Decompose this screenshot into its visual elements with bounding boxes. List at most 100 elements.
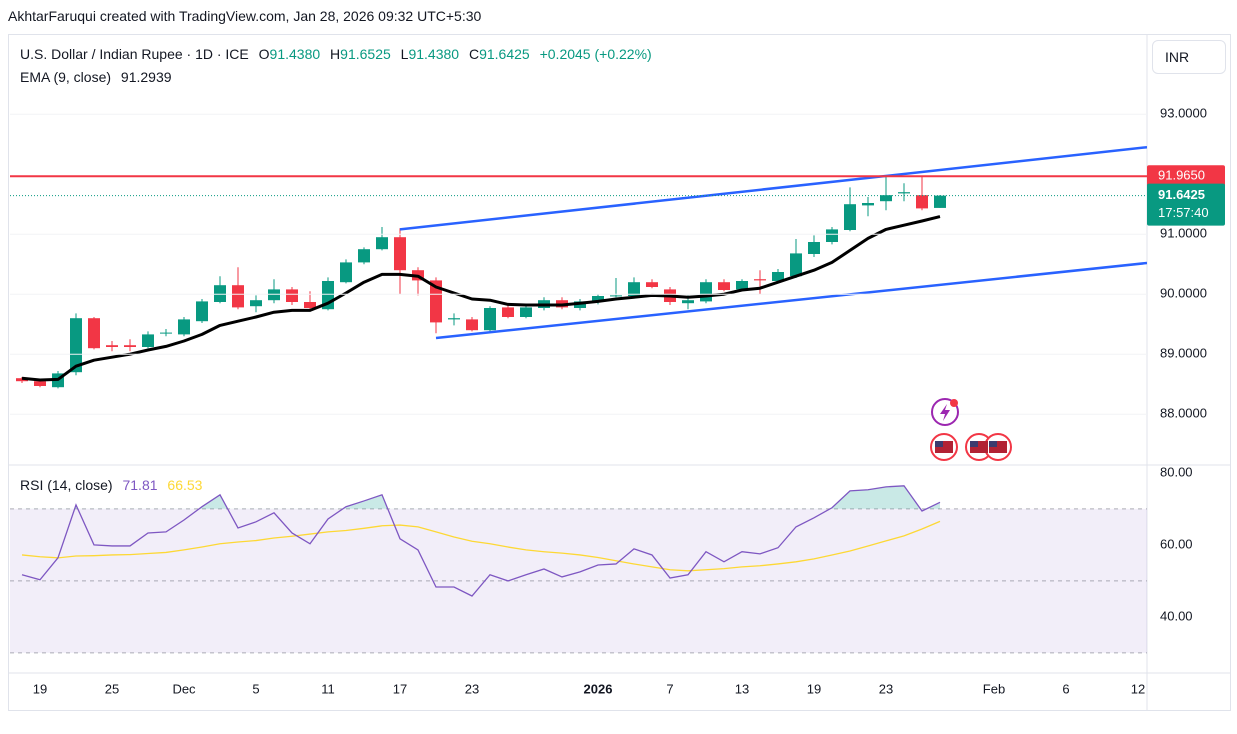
- rsi-line: [21, 485, 941, 597]
- rsi-ma-value: 66.53: [167, 477, 203, 493]
- x-tick-label: Dec: [172, 681, 196, 696]
- candle-body: [826, 229, 838, 242]
- currency-button[interactable]: INR: [1152, 40, 1226, 74]
- candle-body: [376, 237, 388, 250]
- event-icons: [930, 398, 1012, 461]
- x-tick-label: 19: [807, 681, 821, 696]
- candle-body: [178, 319, 190, 335]
- ohlc-key: O: [258, 46, 270, 62]
- candle-body: [790, 253, 802, 277]
- candle-body: [484, 308, 496, 331]
- candle-body: [340, 262, 352, 283]
- candle-body: [808, 242, 820, 254]
- candle-body: [934, 195, 946, 208]
- candle-body: [736, 281, 748, 290]
- price-label: 91.9650: [1158, 168, 1205, 183]
- rsi-legend: RSI (14, close) 71.81 66.53: [20, 477, 202, 493]
- x-tick-label: 2026: [584, 681, 613, 696]
- y-tick-label: 60.00: [1160, 536, 1193, 551]
- ohlc-value: 91.4380: [408, 46, 460, 62]
- candle-body: [160, 332, 172, 334]
- candle-body: [106, 345, 118, 347]
- x-tick-label: 6: [1062, 681, 1069, 696]
- candle-body: [520, 307, 532, 317]
- candle-body: [718, 282, 730, 290]
- rsi-pane: [10, 485, 1147, 654]
- attribution: AkhtarFaruqui created with TradingView.c…: [8, 8, 482, 24]
- candle-body: [610, 295, 622, 297]
- candle-body: [916, 195, 928, 209]
- x-tick-label: 25: [105, 681, 119, 696]
- candle-body: [88, 318, 100, 349]
- candle-body: [844, 204, 856, 230]
- candle-body: [286, 289, 298, 302]
- rsi-value: 71.81: [122, 477, 158, 493]
- ohlc-key: H: [330, 46, 341, 62]
- candle-body: [772, 272, 784, 281]
- candle-body: [880, 195, 892, 202]
- trend-line: [399, 145, 1147, 231]
- last-price-box: [1147, 183, 1225, 226]
- ema-label: EMA (9, close): [20, 69, 112, 85]
- flag-glyph: [970, 441, 978, 447]
- price-pane: [10, 145, 1147, 389]
- last-price-label: 91.6425: [1158, 187, 1205, 202]
- candle-body: [232, 285, 244, 308]
- candle-body: [250, 300, 262, 307]
- x-tick-label: 13: [735, 681, 749, 696]
- ohlc-value: 91.6525: [340, 46, 391, 62]
- candle-body: [394, 237, 406, 271]
- event-icon-glyph: [940, 404, 950, 421]
- candle-body: [466, 319, 478, 331]
- rsi-label: RSI (14, close): [20, 477, 113, 493]
- y-tick-label: 80.00: [1160, 464, 1193, 479]
- price-label-box: [1147, 165, 1225, 188]
- x-tick-label: 23: [879, 681, 893, 696]
- ohlc-value: 91.4380: [269, 46, 321, 62]
- candle-body: [70, 318, 82, 373]
- candle-body: [304, 302, 316, 308]
- candle-body: [592, 296, 604, 302]
- overbought-fill: [74, 485, 940, 509]
- chart-frame: [8, 34, 1231, 711]
- candle-body: [430, 280, 442, 323]
- axes: 88.0000 89.0000 90.0000 91.0000 93.0000 40.00…: [10, 106, 1225, 696]
- x-tick-label: 12: [1131, 681, 1145, 696]
- trend-line: [435, 261, 1147, 340]
- y-tick-label: 90.0000: [1160, 286, 1207, 301]
- candle-body: [898, 192, 910, 194]
- ema-line: [21, 215, 941, 382]
- candle-body: [628, 282, 640, 296]
- rsi-ma-line: [21, 520, 941, 572]
- y-tick-label: 93.0000: [1160, 106, 1207, 121]
- candle-body: [646, 282, 658, 287]
- candle-body: [214, 285, 226, 302]
- symbol-legend: U.S. Dollar / Indian Rupee · 1D · ICE O9…: [20, 46, 652, 62]
- ohlc-value: 91.6425: [479, 46, 530, 62]
- ohlc-key: C: [468, 46, 480, 62]
- y-tick-label: 91.0000: [1160, 226, 1207, 241]
- candle-body: [700, 282, 712, 302]
- candle-body: [358, 249, 370, 263]
- y-tick-label: 88.0000: [1160, 406, 1207, 421]
- ema-value: 91.2939: [120, 69, 172, 85]
- ohlc-key: L: [400, 46, 409, 62]
- candle-body: [34, 381, 46, 386]
- countdown-label: 17:57:40: [1158, 205, 1209, 220]
- candle-body: [862, 203, 874, 206]
- candle-body: [502, 307, 514, 317]
- x-tick-label: 11: [321, 681, 335, 696]
- x-tick-label: 17: [393, 681, 407, 696]
- x-tick-label: Feb: [983, 681, 1005, 696]
- flag-glyph: [989, 441, 997, 447]
- x-tick-label: 23: [465, 681, 479, 696]
- x-tick-label: 19: [33, 681, 47, 696]
- y-tick-label: 89.0000: [1160, 346, 1207, 361]
- symbol: U.S. Dollar / Indian Rupee · 1D · ICE: [20, 46, 249, 62]
- change: +0.2045 (+0.22%): [539, 46, 652, 62]
- candle-body: [196, 301, 208, 322]
- event-dot: [950, 399, 958, 407]
- candle-body: [754, 279, 766, 281]
- x-tick-label: 7: [666, 681, 673, 696]
